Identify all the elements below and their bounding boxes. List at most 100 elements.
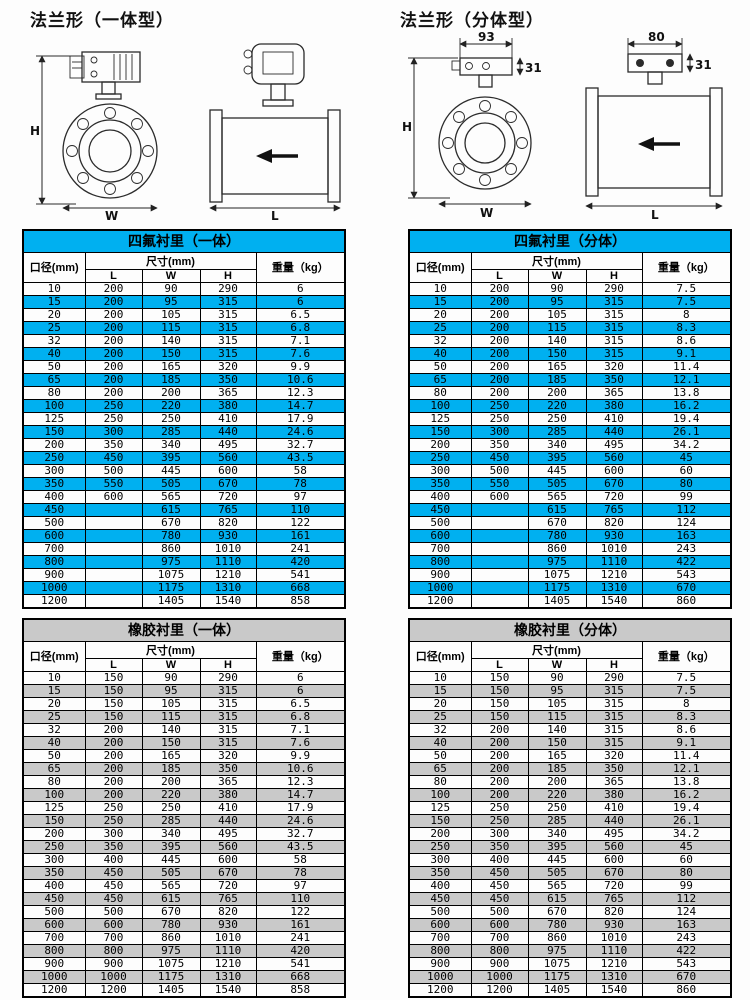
table-row: 350 450 505 670 78	[22, 865, 346, 880]
table-cell: 50	[408, 359, 472, 374]
col-header-h: H	[199, 268, 257, 283]
table-row: 150 250 285 440 26.1	[408, 813, 732, 828]
table-cell: 1200	[22, 593, 86, 608]
table-cell: 860	[527, 930, 587, 945]
table-cell: 125	[408, 411, 472, 426]
table-row: 900 1075 1210 541	[22, 567, 346, 582]
table-cell: 105	[527, 696, 587, 711]
col-header-l: L	[470, 657, 529, 672]
table-cell: 670	[141, 515, 201, 530]
table-cell: 200	[470, 294, 529, 309]
table-cell: 200	[84, 333, 143, 348]
table-cell: 450	[22, 891, 86, 906]
table-cell: 125	[22, 800, 86, 815]
table-cell: 200	[84, 307, 143, 322]
table-cell: 1000	[84, 969, 143, 984]
table-cell: 250	[470, 411, 529, 426]
table-cell: 7.5	[641, 683, 732, 698]
table-cell: 150	[527, 735, 587, 750]
table-row: 40 200 150 315 9.1	[408, 735, 732, 750]
table-cell: 400	[22, 489, 86, 504]
table-cell: 25	[22, 709, 86, 724]
table-cell: 15	[408, 294, 472, 309]
col-header-size: 尺寸(mm)	[470, 251, 643, 270]
table-cell: 200	[141, 774, 201, 789]
col-header-diameter: 口径(mm)	[22, 251, 86, 283]
table-cell: 505	[141, 865, 201, 880]
table-cell: 975	[527, 943, 587, 958]
table-row: 350 450 505 670 80	[408, 865, 732, 880]
table-row: 900 900 1075 1210 543	[408, 956, 732, 971]
table-cell: 9.9	[255, 359, 346, 374]
table-cell: 15	[22, 683, 86, 698]
table-cell: 340	[527, 826, 587, 841]
table-cell: 6	[255, 281, 346, 296]
table-cell: 820	[585, 904, 643, 919]
table-row: 800 800 975 1110 422	[408, 943, 732, 958]
table-cell: 32.7	[255, 437, 346, 452]
table-title: 橡胶衬里（一体）	[22, 618, 346, 642]
table-cell: 395	[527, 450, 587, 465]
table-cell: 285	[141, 813, 201, 828]
table-cell: 110	[255, 891, 346, 906]
table-cell: 165	[141, 359, 201, 374]
table-cell: 800	[408, 554, 472, 569]
table-cell: 200	[527, 385, 587, 400]
table-row: 20 200 105 315 8	[408, 307, 732, 322]
table-cell: 315	[199, 722, 257, 737]
table-cell: 1075	[141, 567, 201, 582]
table-cell	[84, 567, 143, 582]
table-cell: 380	[199, 398, 257, 413]
table-cell: 26.1	[641, 813, 732, 828]
table-cell: 315	[199, 346, 257, 361]
table-cell: 165	[527, 359, 587, 374]
table-cell: 80	[408, 774, 472, 789]
table-cell: 350	[585, 372, 643, 387]
table-cell	[84, 580, 143, 595]
table-cell: 1175	[527, 580, 587, 595]
table-cell: 365	[199, 385, 257, 400]
table-cell	[470, 515, 529, 530]
table-title: 四氟衬里（一体）	[22, 229, 346, 253]
table-cell: 315	[199, 735, 257, 750]
table-cell: 13.8	[641, 385, 732, 400]
table-cell: 14.7	[255, 398, 346, 413]
table-cell: 340	[141, 437, 201, 452]
table-cell: 315	[199, 696, 257, 711]
table-cell: 500	[408, 515, 472, 530]
table-cell: 350	[22, 865, 86, 880]
table-cell: 20	[408, 696, 472, 711]
table-cell: 550	[470, 476, 529, 491]
table-row: 600 780 930 161	[22, 528, 346, 543]
table-cell: 165	[141, 748, 201, 763]
dim-label-93: 93	[478, 30, 495, 44]
table-cell: 65	[408, 372, 472, 387]
table-cell: 410	[199, 411, 257, 426]
table-cell: 124	[641, 515, 732, 530]
table-cell: 7.6	[255, 346, 346, 361]
table-cell: 541	[255, 956, 346, 971]
table-cell: 440	[585, 813, 643, 828]
table-cell: 6.5	[255, 696, 346, 711]
col-header-h: H	[199, 657, 257, 672]
table-cell: 1010	[199, 930, 257, 945]
table-cell: 60	[641, 463, 732, 478]
table-body: 10 200 90 290 7.5 15 200 95 315 7.5 20 200 105 315 8 25…	[408, 281, 732, 608]
table-cell: 1405	[141, 982, 201, 997]
table-cell: 900	[22, 567, 86, 582]
table-cell: 7.6	[255, 735, 346, 750]
table-cell: 200	[470, 320, 529, 335]
table-cell: 720	[585, 489, 643, 504]
table-cell: 541	[255, 567, 346, 582]
table-row: 50 200 165 320 11.4	[408, 748, 732, 763]
table-cell: 200	[470, 307, 529, 322]
table-cell: 1075	[527, 567, 587, 582]
table-cell: 565	[141, 489, 201, 504]
table-cell: 440	[199, 424, 257, 439]
table-cell: 445	[141, 463, 201, 478]
table-cell: 565	[527, 878, 587, 893]
table-cell: 95	[141, 683, 201, 698]
table-body: 10 200 90 290 6 15 200 95 315 6 20 200 105 315 6.5 25 20…	[22, 281, 346, 608]
table-cell: 6	[255, 294, 346, 309]
table-row: 800 975 1110 422	[408, 554, 732, 569]
